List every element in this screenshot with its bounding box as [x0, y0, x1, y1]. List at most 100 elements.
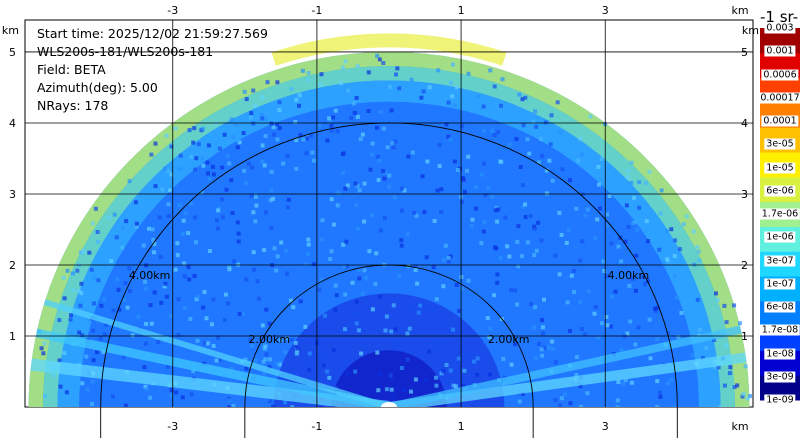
speckle [521, 123, 526, 128]
speckle [370, 307, 375, 312]
speckle [90, 221, 95, 226]
speckle [260, 323, 265, 328]
speckle [672, 405, 676, 407]
speckle [206, 171, 210, 176]
speckle [714, 291, 718, 296]
speckle [196, 142, 201, 147]
y-unit-label: km [2, 24, 19, 37]
speckle [317, 123, 322, 128]
speckle [354, 321, 359, 326]
speckle [286, 197, 291, 202]
plume-streak-2 [30, 358, 390, 407]
speckle [643, 282, 647, 286]
speckle [583, 214, 588, 218]
speckle [187, 277, 192, 282]
instrument-text: WLS200s-181/WLS200s-181 [37, 44, 214, 59]
colorbar-tick-label: 6e-06 [764, 185, 796, 197]
speckle [453, 384, 458, 389]
speckle [41, 351, 46, 356]
speckle [523, 202, 528, 207]
y-tick-label-right: 5 [741, 46, 748, 59]
speckle [214, 121, 219, 126]
speckle [378, 110, 383, 114]
speckle [412, 308, 417, 313]
speckle [263, 210, 268, 215]
speckle [334, 293, 339, 298]
speckle [163, 281, 168, 286]
speckle [439, 371, 444, 376]
speckle [104, 322, 109, 327]
speckle [431, 265, 436, 270]
y-tick-label-left: 3 [9, 188, 16, 201]
range-ring-label: 4.00km [129, 269, 171, 282]
speckle [616, 244, 621, 249]
speckle [647, 317, 652, 322]
speckle [376, 388, 381, 393]
speckle [574, 206, 579, 211]
speckle [712, 338, 717, 342]
speckle [92, 301, 96, 306]
speckle [180, 232, 185, 236]
speckle [653, 308, 658, 313]
speckle [653, 306, 657, 311]
x-tick-label-bottom: -1 [311, 420, 322, 433]
speckle [641, 406, 646, 407]
speckle [62, 351, 67, 356]
speckle [406, 154, 411, 159]
speckle [156, 339, 161, 344]
speckle [293, 120, 298, 124]
speckle [608, 324, 613, 329]
speckle [648, 356, 653, 361]
speckle [350, 280, 355, 285]
speckle [724, 320, 729, 325]
speckle [211, 297, 216, 302]
speckle [357, 188, 362, 193]
speckle [452, 159, 457, 164]
speckle [39, 346, 44, 351]
speckle [527, 151, 532, 156]
speckle [531, 119, 536, 124]
speckle [107, 215, 112, 220]
speckle [144, 321, 149, 326]
speckle [381, 61, 386, 65]
speckle [382, 216, 387, 220]
speckle [419, 95, 424, 100]
speckle [345, 264, 349, 269]
speckle [357, 276, 362, 281]
speckle [307, 351, 312, 356]
speckle [356, 328, 361, 333]
speckle [520, 97, 525, 102]
speckle [391, 303, 396, 308]
speckle [283, 400, 288, 405]
speckle [227, 398, 232, 403]
speckle [666, 259, 670, 264]
speckle [93, 206, 98, 211]
speckle [423, 378, 428, 383]
speckle [343, 59, 348, 64]
speckle [275, 80, 280, 85]
speckle [125, 305, 130, 310]
speckle [267, 321, 272, 326]
speckle [98, 336, 103, 341]
speckle [392, 195, 397, 200]
speckle [414, 213, 419, 218]
speckle [87, 318, 92, 323]
speckle [284, 248, 289, 253]
speckle [237, 140, 242, 145]
speckle [243, 181, 248, 186]
speckle [240, 311, 245, 316]
speckle [482, 220, 487, 224]
speckle [354, 299, 359, 304]
speckle [319, 72, 324, 77]
speckle [405, 331, 410, 336]
speckle [291, 305, 296, 310]
speckle [540, 154, 545, 159]
y-unit-label: km [742, 24, 759, 37]
speckle [99, 303, 104, 308]
speckle [320, 218, 325, 223]
speckle [578, 136, 583, 141]
speckle [186, 231, 191, 235]
speckle [79, 281, 84, 286]
speckle [623, 239, 628, 244]
plot-info: Start time: 2025/12/02 21:59:27.569 WLS2… [37, 25, 268, 115]
